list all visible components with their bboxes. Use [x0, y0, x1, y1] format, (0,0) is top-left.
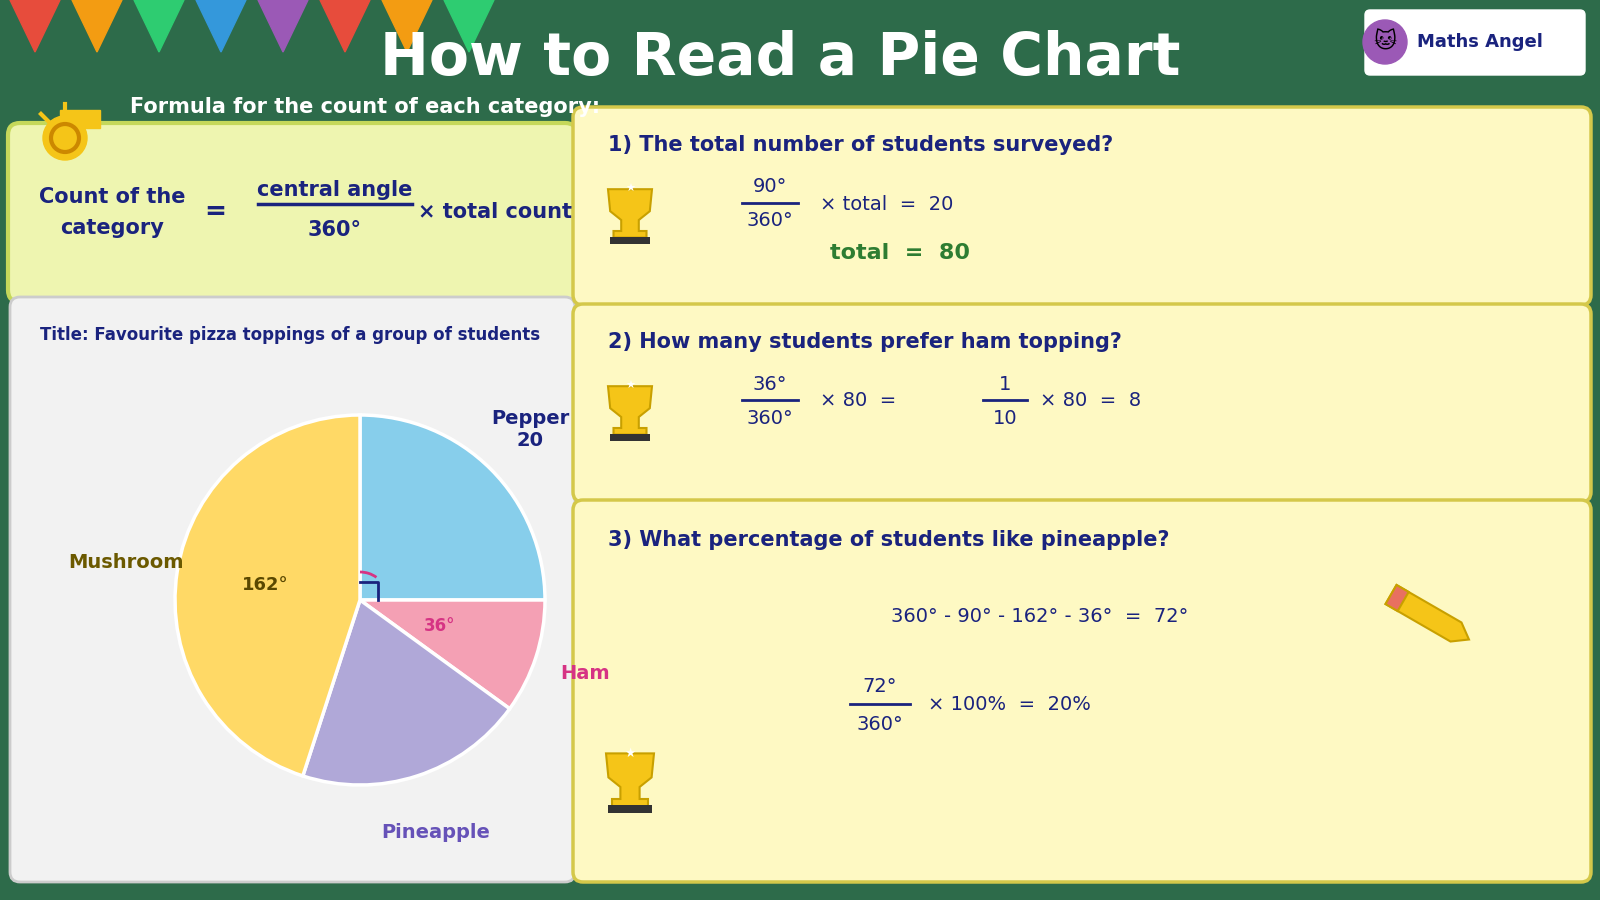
Polygon shape: [258, 0, 307, 52]
Text: 72°: 72°: [862, 678, 898, 697]
Polygon shape: [1386, 585, 1408, 611]
Polygon shape: [445, 0, 494, 52]
Bar: [610, 434, 650, 441]
Wedge shape: [174, 415, 360, 776]
Text: 360° - 90° - 162° - 36°  =  72°: 360° - 90° - 162° - 36° = 72°: [891, 608, 1189, 626]
Wedge shape: [360, 415, 546, 600]
Polygon shape: [10, 0, 61, 52]
Text: × 80  =  8: × 80 = 8: [1040, 392, 1141, 410]
Polygon shape: [608, 189, 653, 238]
Text: 2) How many students prefer ham topping?: 2) How many students prefer ham topping?: [608, 332, 1122, 352]
Text: Ham: Ham: [560, 663, 610, 683]
Text: Mushroom: Mushroom: [69, 554, 184, 572]
Polygon shape: [72, 0, 122, 52]
Text: × 80  =: × 80 =: [819, 392, 896, 410]
Text: central angle: central angle: [258, 180, 413, 200]
Text: Formula for the count of each category:: Formula for the count of each category:: [130, 97, 600, 117]
Text: Pepper
20: Pepper 20: [491, 410, 570, 450]
Text: Pineapple: Pineapple: [381, 823, 490, 842]
Text: 36°: 36°: [424, 616, 454, 634]
Polygon shape: [382, 0, 432, 52]
Text: 10: 10: [992, 409, 1018, 428]
Text: × total  =  20: × total = 20: [819, 194, 954, 213]
Text: 162°: 162°: [242, 576, 288, 594]
FancyBboxPatch shape: [10, 297, 574, 882]
Bar: [61, 110, 99, 128]
Text: 🐱: 🐱: [1373, 32, 1397, 52]
Polygon shape: [606, 753, 654, 806]
FancyBboxPatch shape: [573, 500, 1590, 882]
Text: × total count: × total count: [418, 202, 573, 222]
Text: 360°: 360°: [307, 220, 362, 240]
Text: 90°: 90°: [754, 177, 787, 196]
Polygon shape: [1386, 585, 1469, 642]
Text: 1: 1: [998, 374, 1011, 393]
Text: =: =: [205, 199, 226, 225]
Polygon shape: [320, 0, 370, 52]
Circle shape: [1363, 20, 1406, 64]
Text: category: category: [61, 218, 163, 238]
FancyBboxPatch shape: [573, 107, 1590, 305]
Text: 1) The total number of students surveyed?: 1) The total number of students surveyed…: [608, 135, 1114, 155]
Polygon shape: [134, 0, 184, 52]
Text: 360°: 360°: [747, 409, 794, 428]
FancyBboxPatch shape: [1365, 10, 1586, 75]
Circle shape: [43, 116, 86, 160]
Text: Count of the: Count of the: [38, 187, 186, 207]
Text: 36°: 36°: [752, 374, 787, 393]
Text: ★: ★: [626, 184, 635, 194]
Text: × 100%  =  20%: × 100% = 20%: [928, 696, 1091, 715]
Bar: [610, 237, 650, 244]
Text: 3) What percentage of students like pineapple?: 3) What percentage of students like pine…: [608, 530, 1170, 550]
Wedge shape: [302, 600, 510, 785]
FancyBboxPatch shape: [573, 304, 1590, 502]
Text: How to Read a Pie Chart: How to Read a Pie Chart: [379, 30, 1181, 86]
Wedge shape: [360, 600, 546, 708]
Polygon shape: [608, 386, 653, 435]
Bar: [608, 805, 651, 814]
Text: ★: ★: [624, 747, 635, 760]
Text: Maths Angel: Maths Angel: [1418, 33, 1542, 51]
Text: 360°: 360°: [747, 212, 794, 230]
Text: ★: ★: [626, 382, 635, 392]
Text: Title: Favourite pizza toppings of a group of students: Title: Favourite pizza toppings of a gro…: [40, 326, 541, 344]
Text: total  =  80: total = 80: [830, 243, 970, 263]
Polygon shape: [195, 0, 246, 52]
FancyBboxPatch shape: [8, 123, 578, 302]
Text: 360°: 360°: [856, 715, 904, 733]
